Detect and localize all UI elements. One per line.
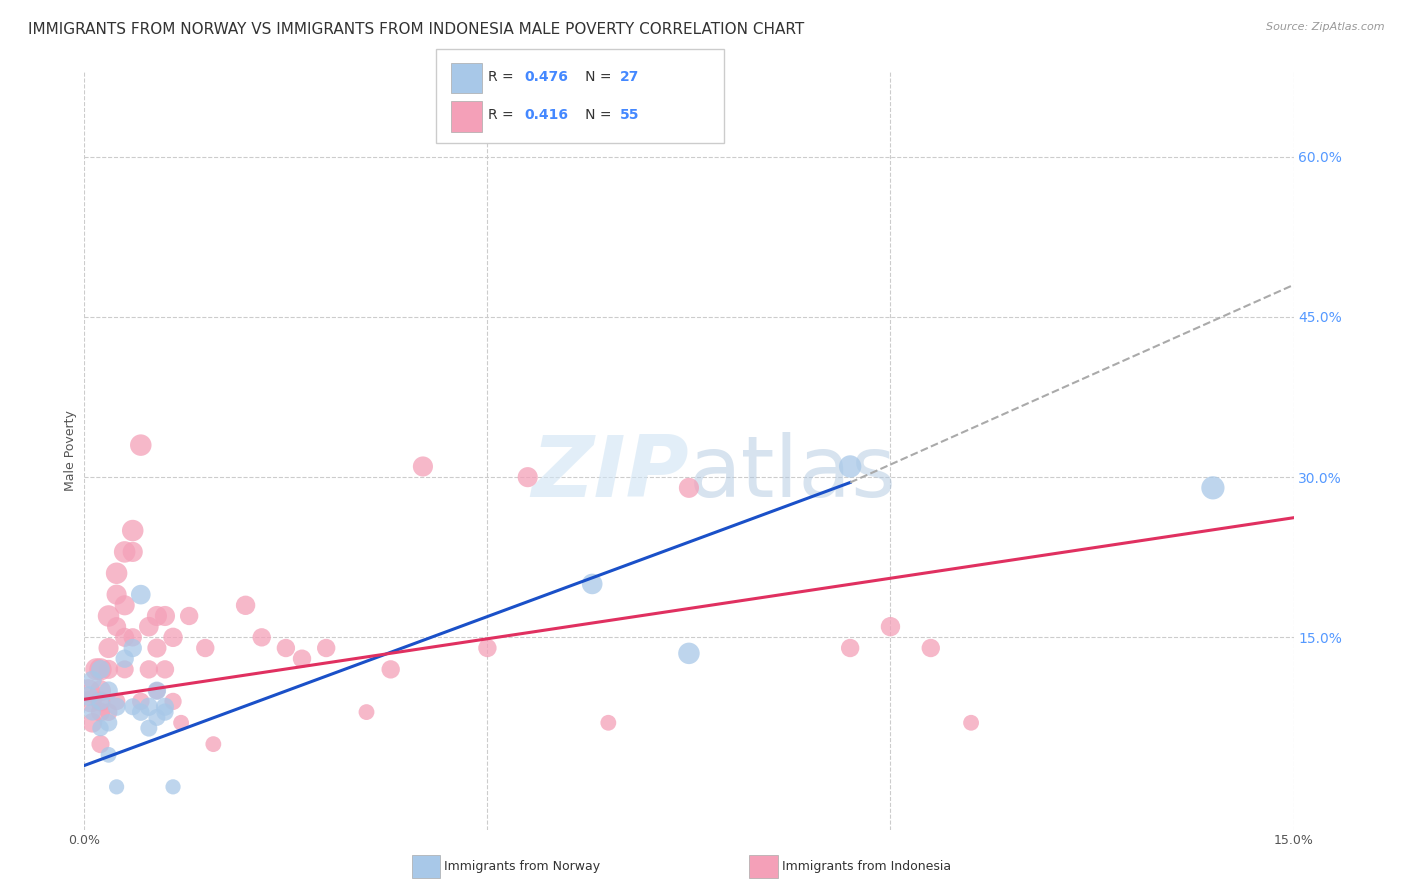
Point	[89, 694, 111, 708]
Point	[89, 721, 111, 735]
Text: 55: 55	[620, 109, 640, 122]
Point	[121, 699, 143, 714]
Point	[678, 481, 700, 495]
Point	[315, 640, 337, 655]
Point	[170, 715, 193, 730]
Point	[86, 662, 108, 676]
Point	[380, 662, 402, 676]
Point	[97, 705, 120, 719]
Point	[598, 715, 620, 730]
Text: Immigrants from Indonesia: Immigrants from Indonesia	[782, 860, 950, 872]
Point	[162, 631, 184, 645]
Point	[194, 640, 217, 655]
Text: N =: N =	[572, 70, 616, 84]
Point	[89, 694, 111, 708]
Point	[121, 545, 143, 559]
Point	[153, 662, 176, 676]
Point	[77, 689, 100, 703]
Text: R =: R =	[488, 70, 517, 84]
Point	[97, 609, 120, 624]
Point	[89, 662, 111, 676]
Point	[77, 683, 100, 698]
Point	[202, 737, 225, 751]
Point	[105, 588, 128, 602]
Point	[138, 699, 160, 714]
Point	[146, 710, 169, 724]
Point	[114, 662, 136, 676]
Point	[105, 694, 128, 708]
Point	[97, 662, 120, 676]
Point	[839, 459, 862, 474]
Point	[179, 609, 201, 624]
Point	[235, 599, 257, 613]
Point	[839, 640, 862, 655]
Point	[138, 721, 160, 735]
Point	[162, 694, 184, 708]
Point	[89, 705, 111, 719]
Point	[274, 640, 297, 655]
Point	[82, 715, 104, 730]
Point	[105, 699, 128, 714]
Point	[121, 631, 143, 645]
Text: R =: R =	[488, 109, 517, 122]
Text: 0.476: 0.476	[524, 70, 568, 84]
Point	[581, 577, 603, 591]
Point	[1202, 481, 1225, 495]
Point	[105, 620, 128, 634]
Point	[138, 662, 160, 676]
Point	[146, 609, 169, 624]
Text: ZIP: ZIP	[531, 432, 689, 515]
Point	[82, 673, 104, 687]
Text: IMMIGRANTS FROM NORWAY VS IMMIGRANTS FROM INDONESIA MALE POVERTY CORRELATION CHA: IMMIGRANTS FROM NORWAY VS IMMIGRANTS FRO…	[28, 22, 804, 37]
Point	[129, 438, 152, 452]
Point	[97, 747, 120, 762]
Point	[960, 715, 983, 730]
Point	[356, 705, 378, 719]
Point	[162, 780, 184, 794]
Point	[82, 705, 104, 719]
Point	[291, 651, 314, 665]
Point	[129, 588, 152, 602]
Point	[412, 459, 434, 474]
Point	[121, 524, 143, 538]
Point	[129, 705, 152, 719]
Text: Immigrants from Norway: Immigrants from Norway	[444, 860, 600, 872]
Point	[678, 646, 700, 660]
Text: 0.416: 0.416	[524, 109, 568, 122]
Point	[153, 705, 176, 719]
Point	[153, 699, 176, 714]
Point	[97, 683, 120, 698]
Point	[105, 780, 128, 794]
Point	[146, 683, 169, 698]
Point	[250, 631, 273, 645]
Point	[129, 694, 152, 708]
Point	[114, 599, 136, 613]
Point	[89, 737, 111, 751]
Point	[516, 470, 538, 484]
Point	[146, 683, 169, 698]
Y-axis label: Male Poverty: Male Poverty	[65, 410, 77, 491]
Point	[89, 662, 111, 676]
Point	[920, 640, 942, 655]
Point	[89, 683, 111, 698]
Text: N =: N =	[572, 109, 616, 122]
Text: atlas: atlas	[689, 432, 897, 515]
Point	[114, 545, 136, 559]
Point	[114, 651, 136, 665]
Text: Source: ZipAtlas.com: Source: ZipAtlas.com	[1267, 22, 1385, 32]
Point	[138, 620, 160, 634]
Point	[114, 631, 136, 645]
Point	[153, 609, 176, 624]
Point	[97, 715, 120, 730]
Point	[97, 640, 120, 655]
Point	[105, 566, 128, 581]
Point	[477, 640, 499, 655]
Point	[879, 620, 901, 634]
Point	[146, 640, 169, 655]
Point	[121, 640, 143, 655]
Text: 27: 27	[620, 70, 640, 84]
Point	[80, 694, 103, 708]
